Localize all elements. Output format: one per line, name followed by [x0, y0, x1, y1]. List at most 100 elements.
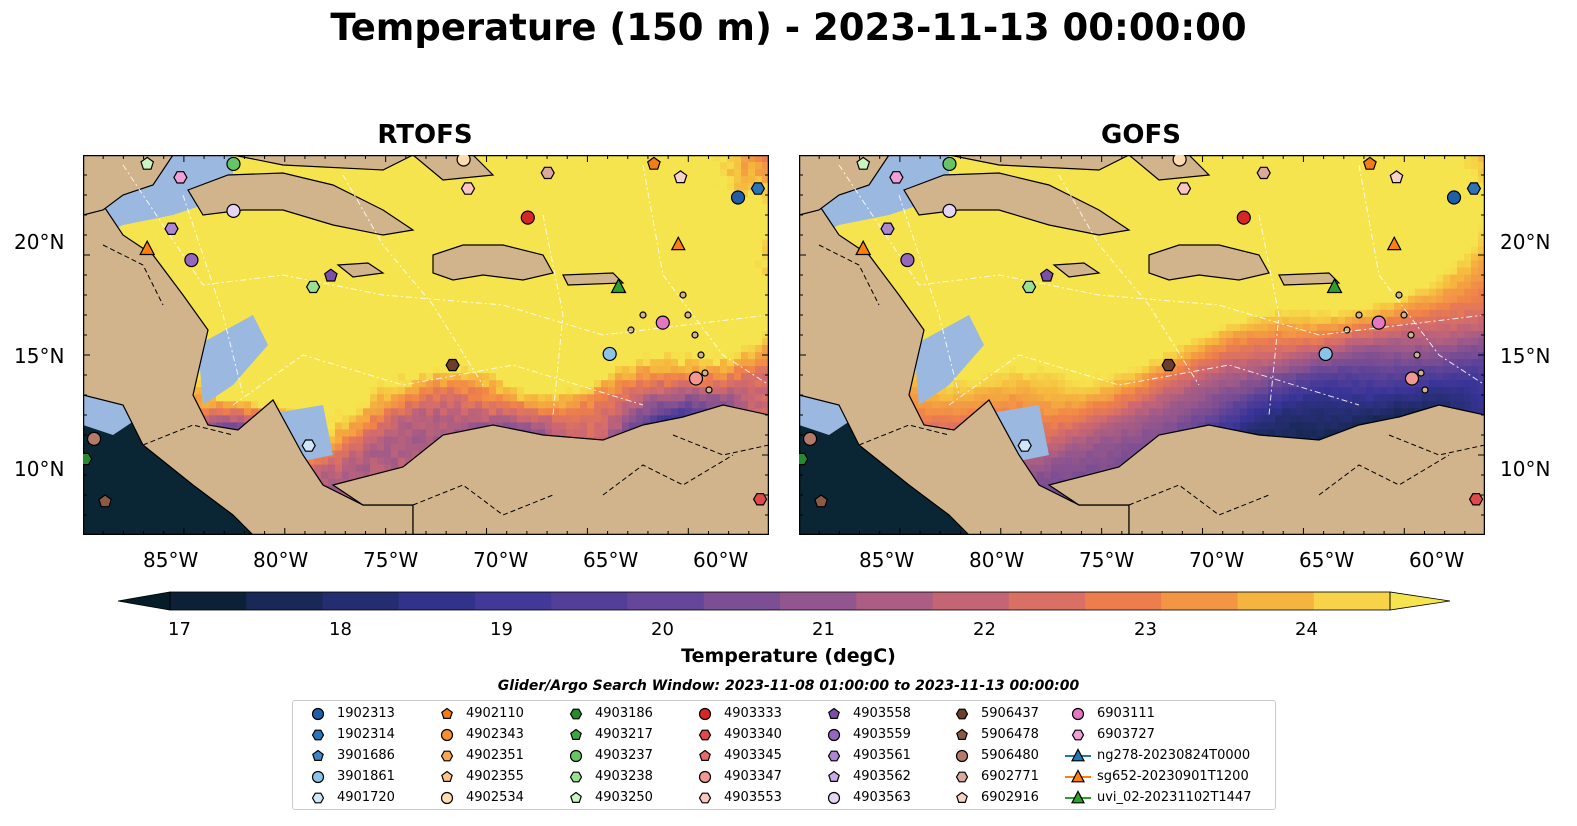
argo-float-marker: [1318, 346, 1333, 362]
legend-marker: [955, 708, 969, 719]
eez-boundary: [1258, 214, 1280, 416]
lesser-antilles-island: [705, 386, 713, 394]
colorbar-segment: [780, 592, 857, 610]
legend-label: 6903727: [1097, 727, 1155, 742]
map-panel-rtofs: [83, 155, 769, 535]
colorbar-segment: [246, 592, 323, 610]
argo-float-marker: [323, 268, 338, 282]
legend-item: 4903562: [821, 767, 911, 786]
lesser-antilles-island: [701, 369, 709, 377]
x-tick-label: 70°W: [473, 548, 529, 572]
lesser-antilles-island: [697, 351, 705, 359]
country-border: [818, 244, 880, 306]
legend-label: 6903111: [1097, 706, 1155, 721]
legend-label: 5906437: [981, 706, 1039, 721]
legend-label: 4903558: [853, 706, 911, 721]
legend-label: 4903347: [724, 769, 782, 784]
legend-item: 5906437: [949, 704, 1039, 723]
legend-label: 5906478: [981, 727, 1039, 742]
legend-item: 6903111: [1065, 704, 1155, 723]
legend-marker: [956, 728, 968, 740]
argo-float-marker: [655, 315, 670, 330]
legend-item: 4903347: [692, 767, 782, 786]
eez-boundary: [1358, 164, 1485, 386]
jamaica: [1052, 262, 1101, 278]
argo-float-marker: [752, 493, 768, 506]
argo-float-marker: [86, 431, 102, 446]
map-frame: [799, 155, 1485, 535]
legend-label: 1902314: [337, 727, 395, 742]
legend-label: 4903250: [595, 790, 653, 805]
legend-label: 4902110: [466, 706, 524, 721]
legend-marker: [311, 792, 325, 803]
legend-marker: [698, 707, 712, 720]
legend-label: 4901720: [337, 790, 395, 805]
legend-label: ng278-20230824T0000: [1097, 748, 1251, 763]
argo-float-marker: [799, 452, 809, 466]
legend-item: 1902314: [305, 725, 395, 744]
argo-float-marker: [305, 280, 321, 294]
country-border: [412, 484, 554, 516]
colorbar-segment: [703, 592, 781, 610]
argo-float-marker: [942, 203, 957, 218]
legend-item: ng278-20230824T0000: [1065, 746, 1250, 765]
lesser-antilles-island: [1417, 369, 1425, 377]
legend-marker: [440, 728, 454, 741]
country-border: [1318, 454, 1450, 496]
argo-float-marker: [445, 358, 460, 372]
colorbar-segment: [1085, 592, 1162, 610]
eez-boundary: [642, 164, 769, 386]
legend-marker: [1065, 789, 1091, 803]
legend-label: 4903238: [595, 769, 653, 784]
legend-item: 4903333: [692, 704, 782, 723]
argo-float-marker: [1466, 182, 1482, 195]
legend-item: 4903345: [692, 746, 782, 765]
lesser-antilles-island: [1407, 331, 1415, 339]
country-border: [142, 424, 234, 446]
legend-label: 4903237: [595, 748, 653, 763]
argo-float-marker: [750, 182, 766, 195]
argo-float-marker: [688, 371, 704, 386]
colorbar-tick-label: 24: [1295, 619, 1318, 640]
legend-label: 1902313: [337, 706, 395, 721]
legend-item: 4901720: [305, 788, 395, 807]
eez-boundary: [898, 194, 960, 396]
legend-item: 4902343: [434, 725, 524, 744]
legend-item: 4903237: [563, 746, 653, 765]
country-border: [858, 424, 950, 446]
argo-float-marker: [1446, 190, 1462, 205]
eez-boundary: [342, 174, 484, 386]
colorbar-extend-high: [1389, 591, 1451, 611]
glider-marker: [1326, 277, 1343, 294]
argo-float-marker: [520, 210, 535, 225]
eez-boundary: [232, 354, 644, 406]
legend-item: 4902534: [434, 788, 524, 807]
legend-marker: [828, 707, 840, 719]
eez-boundary: [542, 214, 564, 416]
argo-float-marker: [83, 452, 93, 466]
legend-label: 4903340: [724, 727, 782, 742]
central-america-land: [83, 204, 414, 535]
x-tick-label: 65°W: [583, 548, 639, 572]
legend-label: sg652-20230901T1200: [1097, 769, 1249, 784]
argo-float-marker: [1389, 170, 1404, 184]
eez-boundary: [1058, 174, 1200, 386]
legend-label: 4903563: [853, 790, 911, 805]
lesser-antilles-island: [1413, 351, 1421, 359]
legend-label: 4903561: [853, 748, 911, 763]
argo-float-marker: [880, 222, 895, 236]
argo-float-marker: [1404, 371, 1420, 386]
lesser-antilles-island: [1400, 311, 1408, 319]
colorbar-tick-label: 23: [1134, 619, 1157, 640]
y-tick-label: 10°N: [14, 457, 65, 481]
lesser-antilles-island: [691, 331, 699, 339]
x-tick-label: 60°W: [1409, 548, 1465, 572]
argo-float-marker: [173, 171, 188, 184]
lesser-antilles-island: [679, 291, 687, 299]
legend-label: 4903553: [724, 790, 782, 805]
legend-label: 4903333: [724, 706, 782, 721]
legend-marker: [441, 707, 453, 719]
legend-marker: [1071, 729, 1085, 740]
argo-float-marker: [673, 170, 688, 184]
colorbar-segment: [1161, 592, 1238, 610]
